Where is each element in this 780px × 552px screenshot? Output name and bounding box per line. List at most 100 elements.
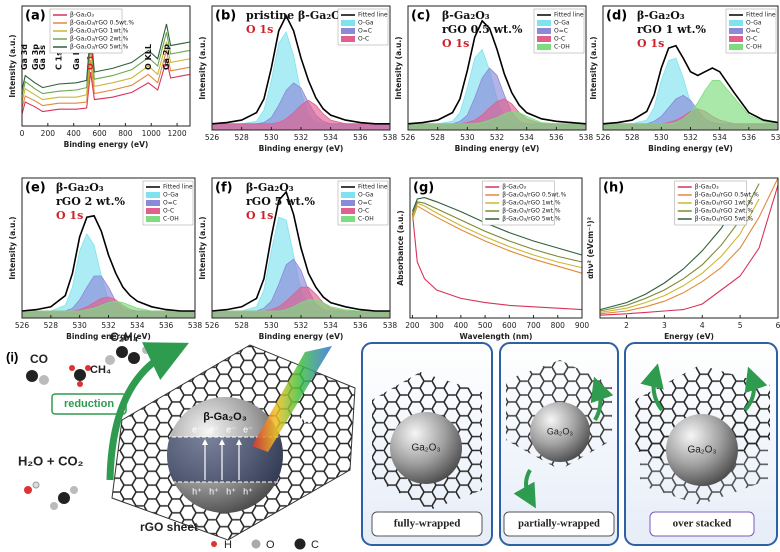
panel-letter: (b): [215, 9, 236, 24]
atom: [85, 365, 91, 371]
particle-label: β-Ga₂O₃: [203, 411, 247, 423]
x-tick-label: 530: [73, 321, 88, 330]
series-line: [21, 214, 195, 312]
electron: e⁻: [243, 424, 253, 434]
x-tick-label: 526: [205, 133, 220, 142]
atom: [77, 381, 83, 387]
atom: [128, 352, 140, 364]
atom: [69, 365, 75, 371]
panel-letter: (g): [413, 181, 434, 196]
series-line: [411, 202, 583, 269]
series-line: [21, 23, 191, 91]
hole: h⁺: [226, 486, 236, 496]
x-tick-label: 800: [551, 321, 566, 330]
legend-label: O-Ga: [746, 20, 762, 27]
peak-label: Ga 3p: [31, 44, 40, 70]
x-axis-label: Binding energy (eV): [66, 332, 151, 341]
legend-label: O-Ga: [163, 192, 179, 199]
x-tick-label: 538: [188, 321, 203, 330]
y-axis-label: Intensity (a.u.): [8, 34, 17, 97]
reduction-arrow: [106, 342, 189, 481]
series-line: [411, 201, 583, 263]
panel-letter: (c): [411, 9, 431, 24]
particle: [666, 414, 738, 486]
atom: [50, 502, 58, 510]
x-tick-label: 530: [264, 133, 279, 142]
x-tick-label: 530: [654, 133, 669, 142]
legend-label: β-Ga₂O₃/rGO 1wt.%: [502, 200, 561, 207]
y-axis-label: Intensity (a.u.): [394, 36, 403, 99]
panel-letter: (f): [215, 181, 233, 196]
legend-atom: [294, 538, 306, 550]
x-tick-label: 6: [776, 321, 780, 330]
x-tick-label: 536: [549, 133, 564, 142]
electron: e⁻: [226, 424, 236, 434]
atom: [142, 346, 150, 354]
peak-label: O KLL: [144, 44, 153, 70]
annotation: β-Ga₂O₃: [442, 9, 490, 22]
x-tick-label: 530: [460, 133, 475, 142]
chart-panel: 0 200 400 600 800 1000 1200 Binding energy (eV)…: [8, 5, 191, 149]
x-tick-label: 600: [502, 321, 517, 330]
chart-panel: 526 528 530 532 534 536 538 Binding energy (eV)…: [198, 5, 398, 153]
schematic: (i) CO C₂H₄ CH₄ reduction H₂O + CO₂ β-Ga…: [6, 330, 778, 551]
molecule-label: CO: [30, 352, 48, 366]
annotation: β-Ga₂O₃: [637, 9, 685, 22]
series-line: [21, 41, 191, 103]
x-tick-label: 532: [683, 133, 698, 142]
legend-label: Fitted line: [746, 12, 776, 19]
series-line: [599, 177, 779, 315]
x-tick-label: 3: [662, 321, 667, 330]
x-tick-label: 200: [41, 129, 56, 138]
particle-label: Ga₂O₃: [547, 426, 574, 436]
x-axis-label: Energy (eV): [664, 332, 714, 341]
legend-atom: [211, 541, 217, 547]
legend-label: β-Ga₂O₃/rGO 5wt.%: [502, 216, 561, 223]
x-tick-label: 528: [431, 133, 446, 142]
annotation: rGO 2 wt.%: [56, 195, 125, 208]
x-tick-label: 536: [353, 321, 368, 330]
y-axis-label: Absorbance (a.u.): [396, 210, 405, 285]
label-box: [503, 511, 615, 537]
x-tick-label: 5: [738, 321, 743, 330]
series-line: [211, 14, 390, 125]
component-line: [408, 110, 586, 125]
x-tick-label: 536: [742, 133, 757, 142]
x-tick-label: 538: [383, 133, 398, 142]
y-axis-label: Intensity (a.u.): [8, 216, 17, 279]
panel-letter: (h): [603, 181, 624, 196]
legend-label: β-Ga₂O₃/rGO 0.5wt.%: [695, 192, 759, 199]
x-tick-label: 534: [324, 321, 339, 330]
legend-label: C-OH: [746, 44, 762, 51]
x-tick-label: 532: [490, 133, 505, 142]
legend-label: O=C: [358, 28, 372, 35]
atom: [26, 370, 38, 382]
x-tick-label: 536: [353, 133, 368, 142]
arrow: [640, 363, 664, 412]
series-line: [211, 190, 390, 312]
chart-panel: 526 528 530 532 534 536 538 Binding energy (eV)…: [8, 177, 203, 341]
area-fill: [408, 68, 586, 130]
series-line: [21, 32, 191, 97]
x-tick-label: 200: [405, 321, 420, 330]
legend-label: O=C: [554, 28, 568, 35]
x-axis-label: Binding energy (eV): [64, 140, 149, 149]
area-fill: [212, 299, 390, 318]
x-tick-label: 1200: [168, 129, 187, 138]
panel-letter: (i): [6, 349, 18, 364]
atom: [32, 481, 40, 489]
legend-label: O-C: [554, 36, 565, 43]
annotation: β-Ga₂O₃: [246, 181, 294, 194]
legend-label: O-Ga: [358, 20, 374, 27]
x-tick-label: 526: [15, 321, 30, 330]
series-line: [599, 183, 760, 312]
peak-label: C 1s: [54, 51, 63, 70]
particle: [390, 412, 462, 484]
hole: h⁺: [209, 486, 219, 496]
atom: [116, 346, 128, 358]
area-fill: [408, 111, 586, 130]
arrow: [513, 469, 536, 509]
atom: [24, 486, 32, 494]
legend-label: β-Ga₂O₃: [70, 12, 94, 19]
